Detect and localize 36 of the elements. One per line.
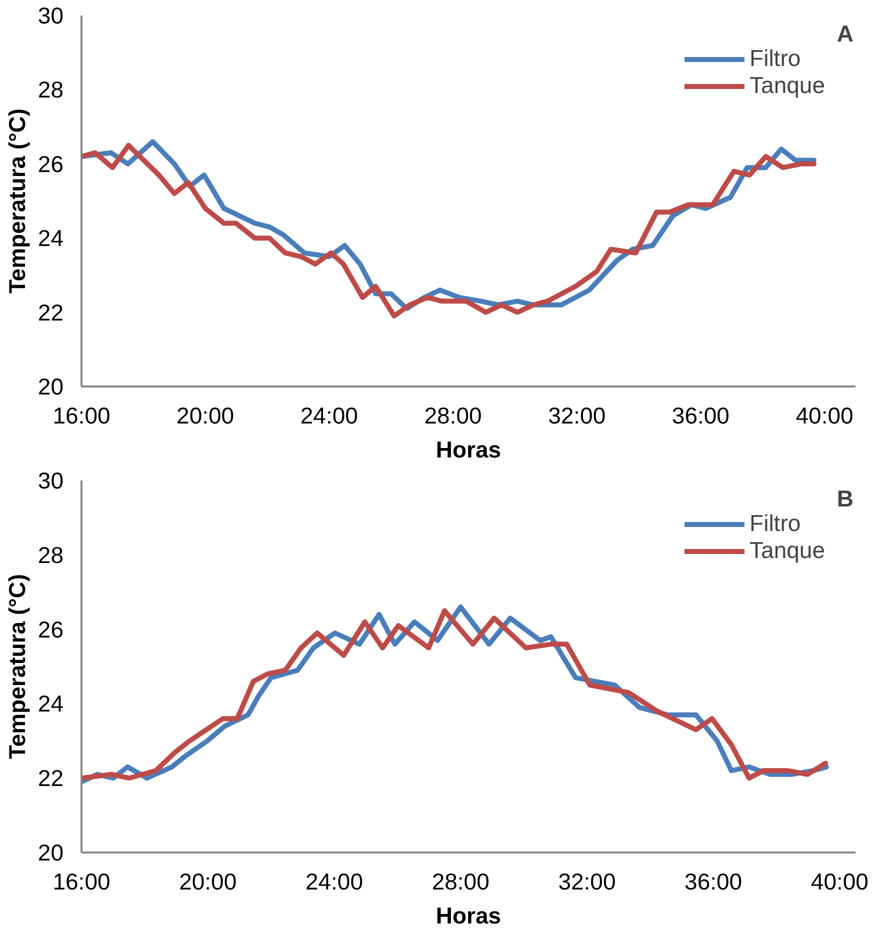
x-tick-label: 32:00: [558, 868, 616, 894]
x-axis-title: Horas: [436, 436, 502, 462]
y-axis-title: Temperatura (°C): [4, 574, 30, 760]
y-tick-label: 30: [38, 2, 64, 28]
legend-label: Filtro: [750, 510, 801, 537]
x-tick-label: 28:00: [424, 402, 482, 428]
y-tick-label: 28: [38, 76, 64, 103]
legend-label: Tanque: [750, 537, 825, 564]
x-tick-label: 24:00: [305, 868, 364, 894]
x-tick-label: 36:00: [672, 402, 730, 428]
y-tick-label: 20: [38, 374, 64, 400]
x-axis-title: Horas: [436, 902, 502, 928]
x-tick-label: 16:00: [52, 868, 110, 894]
x-tick-label: 16:00: [52, 402, 110, 428]
y-tick-label: 26: [38, 616, 64, 642]
x-tick-label: 40:00: [810, 868, 868, 894]
legend-label: Tanque: [750, 72, 825, 99]
x-tick-label: 40:00: [796, 402, 854, 428]
x-tick-label: 20:00: [176, 402, 234, 428]
y-tick-label: 24: [38, 225, 64, 252]
y-tick-label: 28: [38, 542, 64, 568]
y-axis-title: Temperatura (°C): [4, 108, 30, 294]
x-tick-label: 32:00: [548, 402, 606, 428]
annotation: A: [836, 20, 854, 46]
x-tick-label: 28:00: [432, 868, 490, 894]
x-tick-label: 20:00: [179, 868, 237, 894]
legend-label: Filtro: [750, 45, 801, 72]
y-tick-label: 24: [38, 690, 64, 717]
x-tick-label: 36:00: [684, 868, 742, 894]
y-tick-label: 30: [38, 468, 64, 494]
y-tick-label: 20: [38, 840, 64, 866]
x-tick-label: 24:00: [300, 402, 358, 428]
y-tick-label: 26: [38, 150, 64, 177]
y-tick-label: 22: [38, 299, 64, 326]
y-tick-label: 22: [38, 765, 64, 792]
annotation: B: [836, 486, 854, 512]
